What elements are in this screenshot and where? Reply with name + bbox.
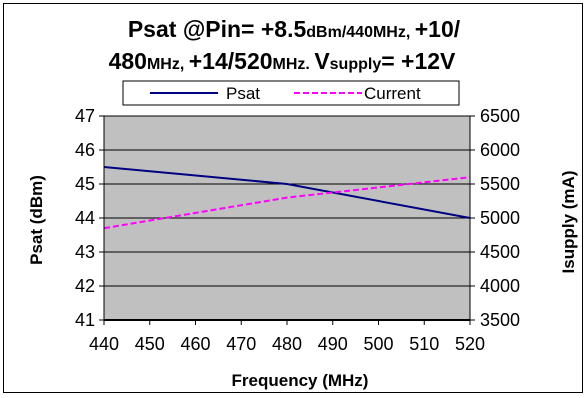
y-right-tick-label: 5500	[480, 174, 520, 194]
series-line-psat	[103, 166, 471, 219]
title-line-2-part: MHz,	[147, 56, 189, 73]
x-tick-label: 470	[226, 334, 256, 354]
y-right-tick-label: 4500	[480, 242, 520, 262]
x-axis-title: Frequency (MHz)	[232, 371, 369, 390]
y-axis-right-title: Isupply (mA)	[559, 171, 578, 274]
title-line-1-part: +10/	[415, 16, 461, 42]
y-left-tick-label: 47	[75, 106, 95, 126]
tick-labels: 440 450 460 470 480 490 500 510 520 41 42 43 44 45 46 4…	[75, 106, 520, 354]
title-line-2-part: +14/520	[189, 48, 273, 74]
title-line-2-part: MHz.	[273, 56, 315, 73]
legend-label-psat: Psat	[226, 84, 260, 103]
series-group	[103, 166, 471, 230]
y-axis-left-title: Psat (dBm)	[27, 175, 46, 265]
title-line-1-part: +8.5	[261, 16, 307, 42]
y-left-tick-label: 41	[75, 310, 95, 330]
y-left-tick-label: 44	[75, 208, 95, 228]
x-tick-label: 450	[135, 334, 165, 354]
x-tick-label: 490	[318, 334, 348, 354]
legend-label-current: Current	[364, 84, 421, 103]
title-line-2-part: = +12V	[381, 48, 456, 74]
y-right-tick-label: 5000	[480, 208, 520, 228]
x-tick-label: 510	[409, 334, 439, 354]
y-left-tick-label: 43	[75, 242, 95, 262]
y-left-tick-label: 45	[75, 174, 95, 194]
title-line-1-part: dBm/440MHz,	[306, 24, 414, 41]
axes	[99, 115, 475, 325]
chart-title-line-1: Psat @Pin= +8.5dBm/440MHz, +10/	[128, 16, 461, 42]
x-tick-label: 500	[363, 334, 393, 354]
x-tick-label: 440	[89, 334, 119, 354]
x-tick-label: 480	[272, 334, 302, 354]
chart-title-line-2: 480MHz, +14/520MHz. Vsupply= +12V	[109, 48, 456, 74]
y-right-tick-label: 3500	[480, 310, 520, 330]
x-tick-label: 460	[180, 334, 210, 354]
y-right-tick-label: 4000	[480, 276, 520, 296]
x-tick-label: 520	[455, 334, 485, 354]
title-line-2-part: 480	[109, 48, 147, 74]
y-left-tick-label: 42	[75, 276, 95, 296]
series-line-current	[103, 176, 471, 230]
title-line-1-part: Psat @Pin=	[128, 16, 261, 42]
y-left-tick-label: 46	[75, 140, 95, 160]
title-line-2-part: V	[314, 48, 330, 74]
y-right-tick-label: 6500	[480, 106, 520, 126]
title-line-2-part: supply	[330, 56, 382, 73]
y-right-tick-label: 6000	[480, 140, 520, 160]
legend: Psat Current	[122, 80, 460, 106]
